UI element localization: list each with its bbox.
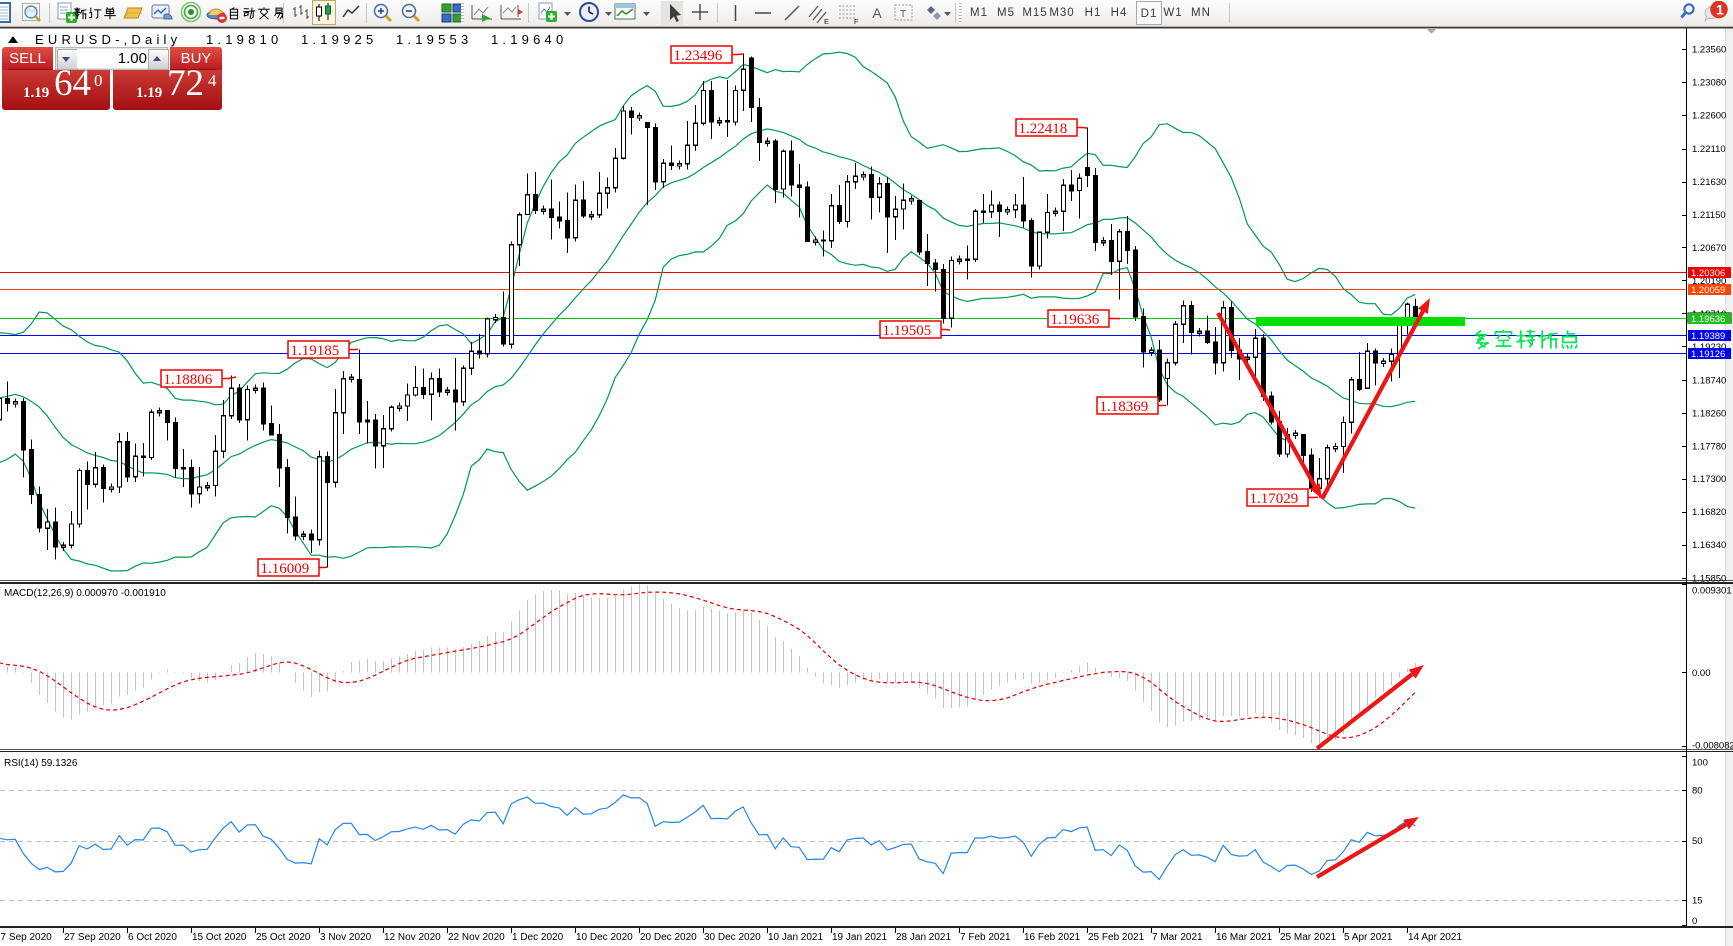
svg-text:1 Dec 2020: 1 Dec 2020	[512, 932, 564, 943]
svg-text:1.21150: 1.21150	[1692, 210, 1726, 221]
svg-text:5 Apr 2021: 5 Apr 2021	[1344, 932, 1393, 943]
svg-text:20 Dec 2020: 20 Dec 2020	[640, 932, 697, 943]
svg-text:1.20059: 1.20059	[1691, 285, 1725, 296]
svg-text:1.19126: 1.19126	[1691, 349, 1725, 360]
svg-text:100: 100	[1692, 758, 1708, 769]
svg-text:22 Nov 2020: 22 Nov 2020	[448, 932, 505, 943]
svg-text:1.19389: 1.19389	[1691, 331, 1725, 342]
svg-text:1.23080: 1.23080	[1692, 78, 1726, 89]
svg-text:MACD(12,26,9) 0.000970 -0.0019: MACD(12,26,9) 0.000970 -0.001910	[4, 588, 166, 599]
svg-text:27 Sep 2020: 27 Sep 2020	[64, 932, 121, 943]
svg-text:14 Apr 2021: 14 Apr 2021	[1408, 932, 1462, 943]
svg-text:1.16009: 1.16009	[261, 561, 310, 577]
svg-text:1.20190: 1.20190	[1692, 276, 1726, 287]
svg-text:1.16340: 1.16340	[1692, 540, 1726, 551]
svg-text:1.19505: 1.19505	[883, 323, 932, 339]
svg-text:EURUSD-,Daily: EURUSD-,Daily	[35, 32, 181, 47]
svg-text:1.19636: 1.19636	[1691, 314, 1725, 325]
svg-text:7 Mar 2021: 7 Mar 2021	[1152, 932, 1203, 943]
svg-text:1.19640: 1.19640	[491, 32, 567, 47]
svg-text:1.18369: 1.18369	[1100, 399, 1149, 415]
svg-text:0.009301: 0.009301	[1692, 586, 1732, 597]
svg-text:19 Jan 2021: 19 Jan 2021	[832, 932, 887, 943]
svg-text:1.15850: 1.15850	[1692, 574, 1726, 585]
svg-text:0: 0	[1692, 916, 1697, 927]
svg-text:25 Mar 2021: 25 Mar 2021	[1280, 932, 1337, 943]
svg-text:25 Oct 2020: 25 Oct 2020	[256, 932, 311, 943]
svg-text:1.22600: 1.22600	[1692, 111, 1726, 122]
svg-text:1.19810: 1.19810	[206, 32, 282, 47]
svg-text:50: 50	[1692, 836, 1703, 847]
svg-text:-0.008082: -0.008082	[1692, 741, 1733, 752]
svg-text:1.22418: 1.22418	[1019, 121, 1068, 137]
svg-text:25 Feb 2021: 25 Feb 2021	[1088, 932, 1145, 943]
svg-text:E: E	[824, 17, 829, 25]
svg-text:16 Feb 2021: 16 Feb 2021	[1024, 932, 1081, 943]
svg-text:1.17300: 1.17300	[1692, 474, 1726, 485]
svg-text:T: T	[900, 9, 906, 20]
svg-text:7 Feb 2021: 7 Feb 2021	[960, 932, 1011, 943]
svg-text:RSI(14) 59.1326: RSI(14) 59.1326	[4, 758, 78, 769]
svg-text:10 Jan 2021: 10 Jan 2021	[768, 932, 823, 943]
svg-text:1.21630: 1.21630	[1692, 177, 1726, 188]
svg-text:1.18806: 1.18806	[164, 372, 213, 388]
svg-text:10 Dec 2020: 10 Dec 2020	[576, 932, 633, 943]
svg-text:15 Oct 2020: 15 Oct 2020	[192, 932, 247, 943]
svg-text:1.19636: 1.19636	[1051, 312, 1100, 328]
svg-text:1.22110: 1.22110	[1692, 144, 1726, 155]
svg-text:F: F	[854, 17, 859, 25]
svg-text:15: 15	[1692, 895, 1703, 906]
svg-text:1.23496: 1.23496	[674, 48, 723, 64]
svg-text:17 Sep 2020: 17 Sep 2020	[0, 932, 52, 943]
svg-text:1.19230: 1.19230	[1692, 342, 1726, 353]
svg-text:1.17780: 1.17780	[1692, 441, 1726, 452]
svg-text:1.19185: 1.19185	[291, 343, 340, 359]
svg-text:1.19553: 1.19553	[396, 32, 472, 47]
svg-text:12 Nov 2020: 12 Nov 2020	[384, 932, 441, 943]
svg-text:1.20306: 1.20306	[1691, 268, 1725, 279]
svg-text:1.17029: 1.17029	[1250, 491, 1299, 507]
svg-text:28 Jan 2021: 28 Jan 2021	[896, 932, 951, 943]
svg-text:1.23560: 1.23560	[1692, 45, 1726, 56]
svg-text:3 Nov 2020: 3 Nov 2020	[320, 932, 372, 943]
svg-text:6 Oct 2020: 6 Oct 2020	[128, 932, 177, 943]
svg-text:16 Mar 2021: 16 Mar 2021	[1216, 932, 1273, 943]
svg-text:1.18260: 1.18260	[1692, 408, 1726, 419]
svg-text:1.20670: 1.20670	[1692, 243, 1726, 254]
svg-text:1: 1	[1716, 2, 1724, 18]
svg-text:30 Dec 2020: 30 Dec 2020	[704, 932, 761, 943]
svg-text:0.00: 0.00	[1692, 668, 1711, 679]
svg-text:1.18740: 1.18740	[1692, 375, 1726, 386]
svg-text:80: 80	[1692, 786, 1703, 797]
svg-text:1.19925: 1.19925	[301, 32, 377, 47]
svg-text:1.16820: 1.16820	[1692, 507, 1726, 518]
